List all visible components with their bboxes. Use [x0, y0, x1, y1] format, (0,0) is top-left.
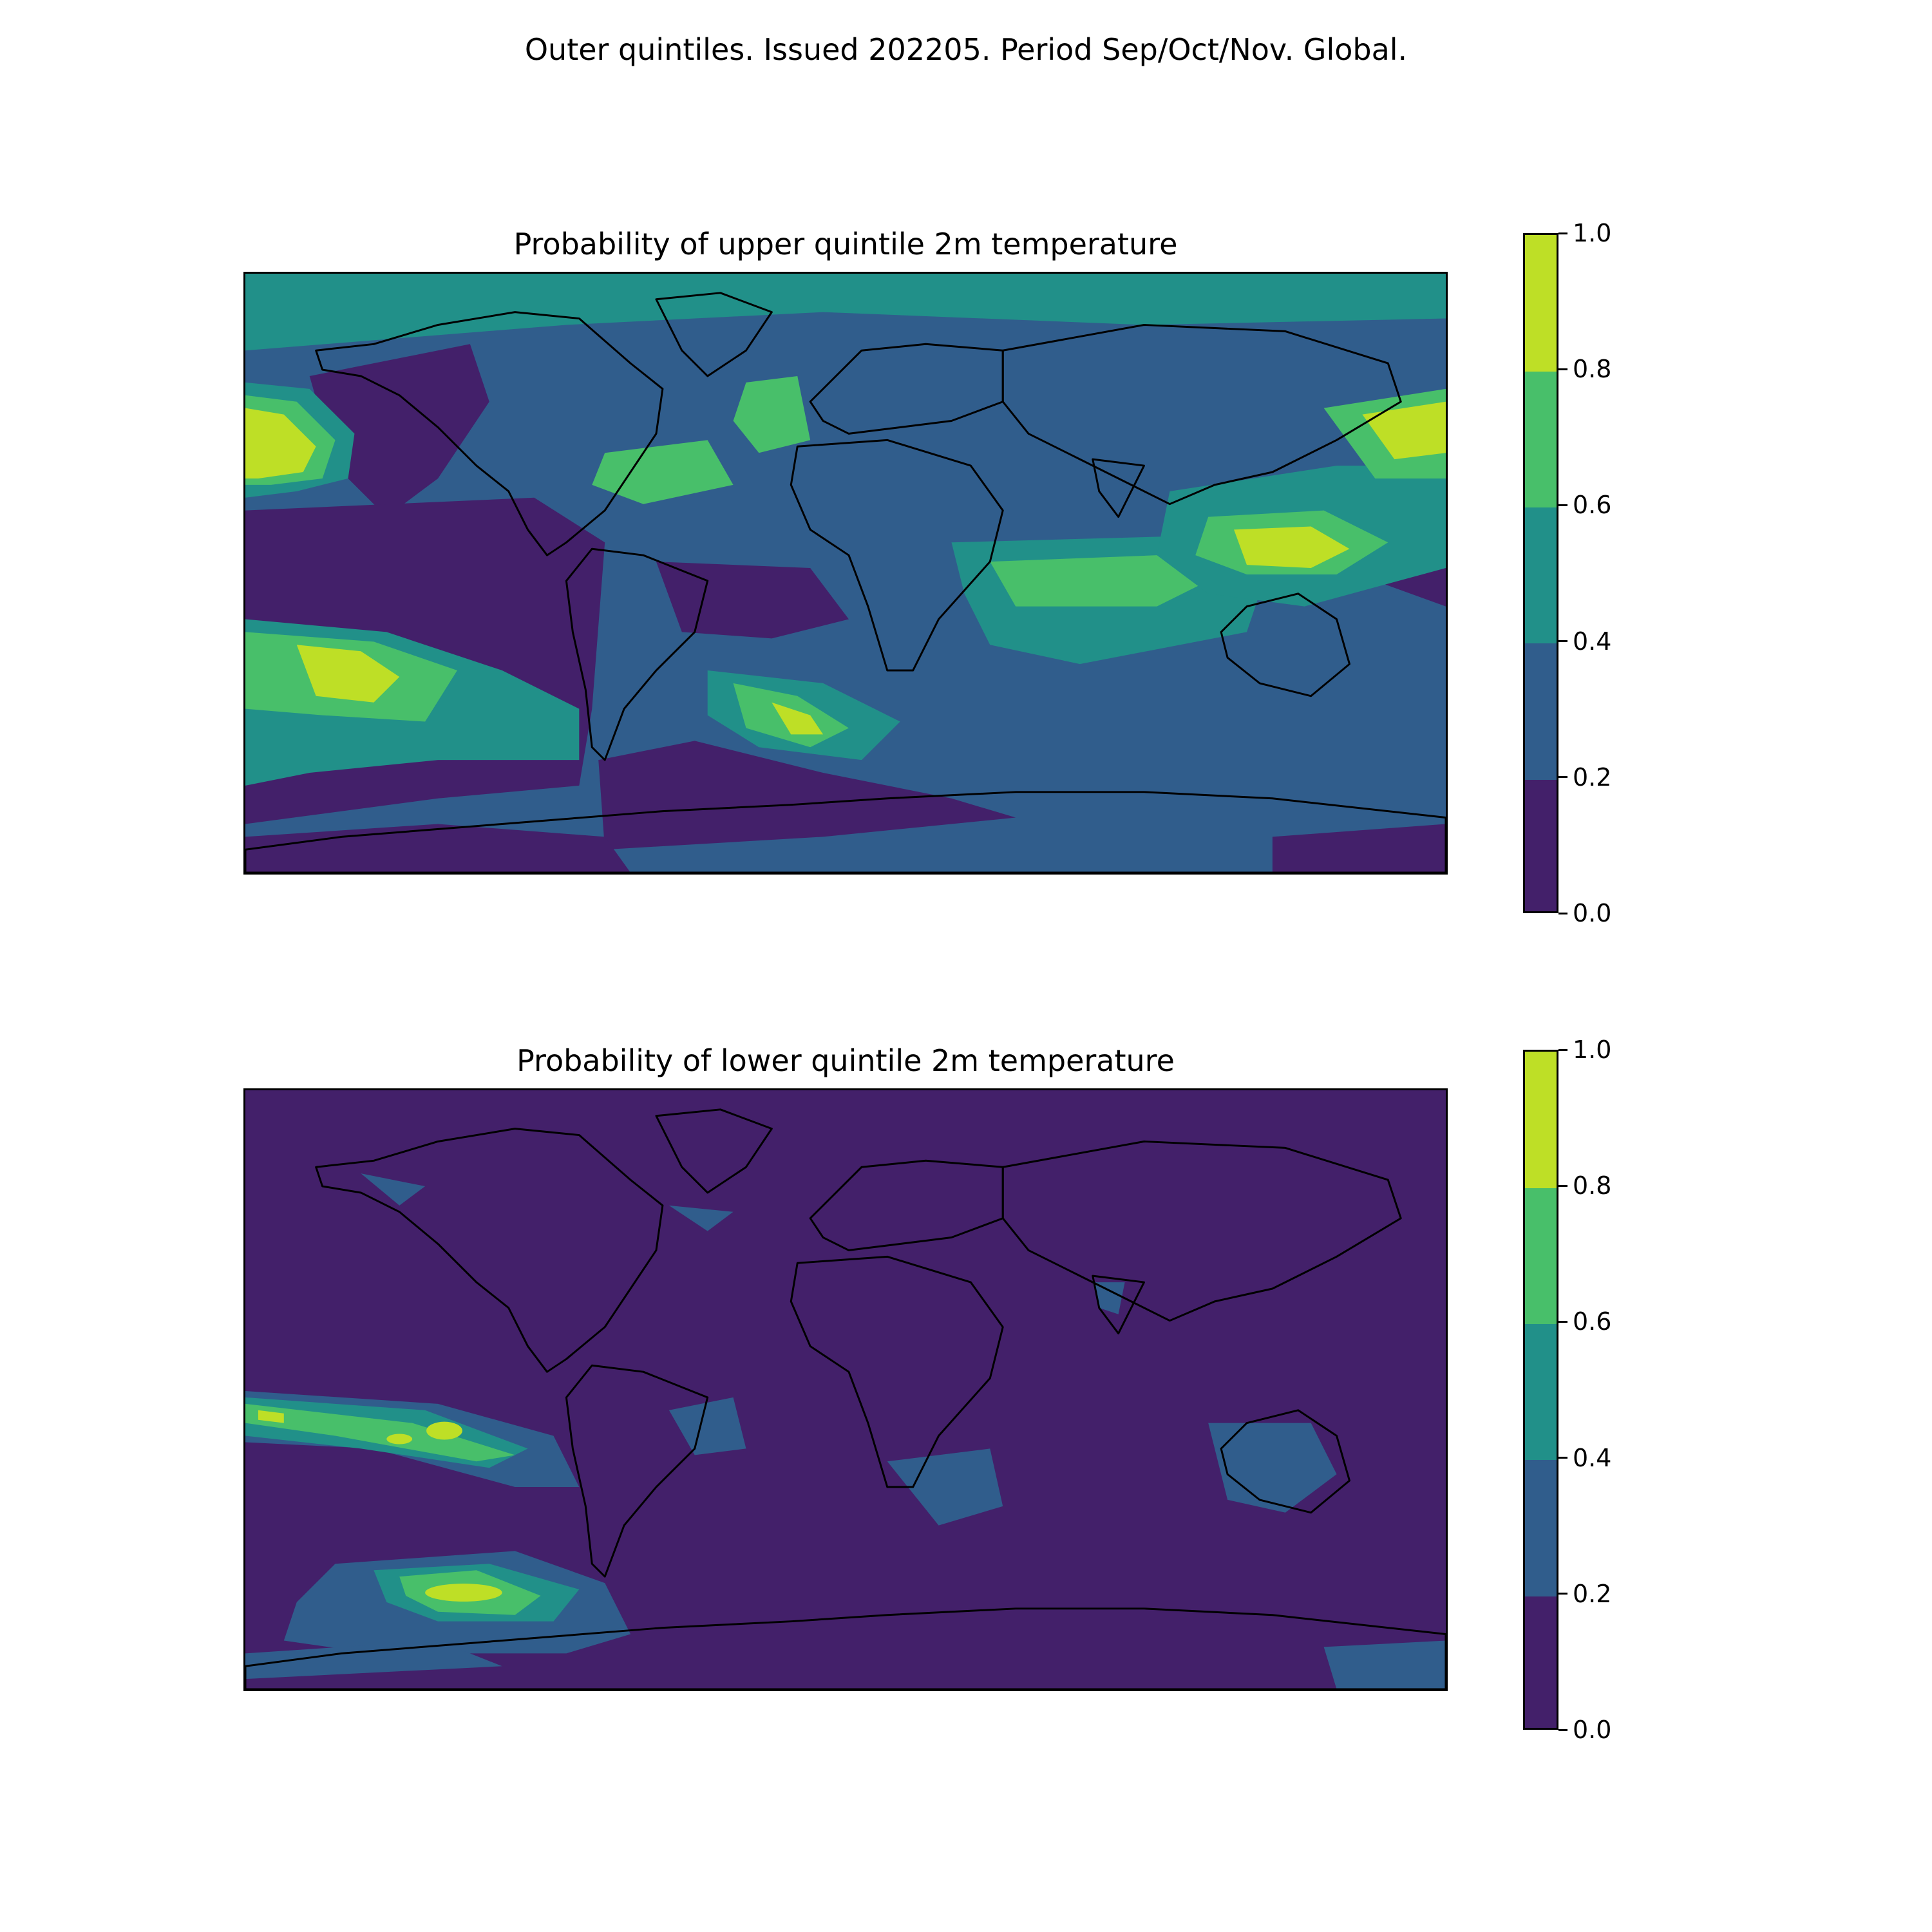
lower-map-title: Probability of lower quintile 2m tempera… [516, 1043, 1175, 1078]
colorbar-tick-label: 0.6 [1573, 1307, 1612, 1336]
colorbar-tick-label: 0.4 [1573, 627, 1612, 656]
southern-ocean-low [598, 741, 1016, 850]
coastline-2 [565, 547, 709, 761]
upper-quintile-map[interactable] [243, 272, 1448, 875]
coastline-7 [1220, 592, 1350, 697]
coastline-8 [245, 791, 1446, 873]
caribbean-green [592, 440, 734, 504]
colorbar-segment [1525, 1323, 1557, 1461]
spacific-yellow-a [258, 1410, 284, 1423]
colorbar-tick-label: 0.4 [1573, 1443, 1612, 1472]
southern-yellow [425, 1584, 502, 1602]
coastline-1 [655, 1108, 773, 1194]
colorbar-segment [1525, 235, 1557, 372]
colorbar-tick-label: 0.0 [1573, 1716, 1612, 1744]
colorbar-tick-label: 1.0 [1573, 219, 1612, 247]
australia-blue [1208, 1423, 1337, 1513]
colorbar-tick [1558, 504, 1567, 506]
upper-colorbar [1523, 233, 1558, 913]
colorbar-tick [1558, 368, 1567, 370]
colorbar-segment [1525, 1595, 1557, 1728]
colorbar-tick [1558, 232, 1567, 234]
colorbar-tick [1558, 1593, 1567, 1595]
colorbar-tick [1558, 1320, 1567, 1323]
colorbar-tick-label: 0.6 [1573, 491, 1612, 520]
colorbar-tick-label: 0.2 [1573, 1579, 1612, 1608]
colorbar-tick-label: 0.8 [1573, 1171, 1612, 1200]
spacific-yellow-c [386, 1434, 413, 1444]
colorbar-tick [1558, 776, 1567, 779]
lower-colorbar [1523, 1050, 1558, 1730]
satlantic-yellow [772, 702, 824, 735]
spacific-green [245, 1403, 515, 1462]
coastline-8 [245, 1607, 1446, 1689]
antarctic-east-blue [1323, 1640, 1446, 1689]
colorbar-tick [1558, 640, 1567, 643]
brazil-blue [668, 1397, 746, 1455]
spacific-yellow [296, 645, 400, 703]
antarctic-low-east [1272, 824, 1446, 873]
coastline-2 [565, 1364, 709, 1578]
greenland-blue [668, 1205, 734, 1231]
colorbar-tick-label: 0.8 [1573, 355, 1612, 384]
coastline-4 [790, 439, 1004, 672]
colorbar-segment [1525, 1459, 1557, 1596]
colorbar-tick [1558, 1184, 1567, 1187]
natlantic-green [733, 375, 811, 453]
india-blue [1092, 1282, 1125, 1314]
colorbar-segment [1525, 1052, 1557, 1188]
figure-title: Outer quintiles. Issued 202205. Period S… [524, 32, 1408, 67]
coastline-3 [809, 1159, 1004, 1251]
maritime-yellow [1234, 526, 1350, 569]
satlantic-low [656, 562, 849, 639]
coastline-3 [809, 343, 1004, 435]
coastline-5 [1001, 1140, 1402, 1322]
colorbar-tick-label: 0.0 [1573, 899, 1612, 927]
upper-map-title: Probability of upper quintile 2m tempera… [513, 227, 1178, 261]
colorbar-tick [1558, 912, 1567, 914]
antarctic-blue [245, 1640, 502, 1680]
colorbar-tick [1558, 1728, 1567, 1731]
npacific-yellow [245, 408, 316, 478]
coastline-0 [315, 311, 664, 556]
coastline-1 [655, 292, 773, 377]
arctic-band [245, 274, 1446, 351]
coastline-0 [315, 1128, 664, 1373]
colorbar-segment [1525, 779, 1557, 911]
nwpac-yellow [1362, 401, 1446, 460]
safrica-blue [887, 1448, 1003, 1526]
colorbar-segment [1525, 643, 1557, 780]
colorbar-segment [1525, 371, 1557, 508]
colorbar-segment [1525, 507, 1557, 644]
indian-green [990, 555, 1209, 607]
colorbar-tick [1558, 1048, 1567, 1051]
alaska-blue [361, 1173, 426, 1206]
coastline-5 [1001, 323, 1402, 506]
colorbar-tick-label: 0.2 [1573, 762, 1612, 791]
colorbar-tick-label: 1.0 [1573, 1036, 1612, 1064]
coastline-7 [1220, 1409, 1350, 1514]
coastline-6 [1092, 1274, 1146, 1335]
npacific-low [309, 344, 489, 517]
colorbar-segment [1525, 1188, 1557, 1325]
lower-quintile-map[interactable] [243, 1088, 1448, 1691]
spacific-yellow-b [426, 1421, 462, 1440]
coastline-6 [1092, 458, 1146, 518]
colorbar-tick [1558, 1457, 1567, 1459]
coastline-4 [790, 1255, 1004, 1488]
